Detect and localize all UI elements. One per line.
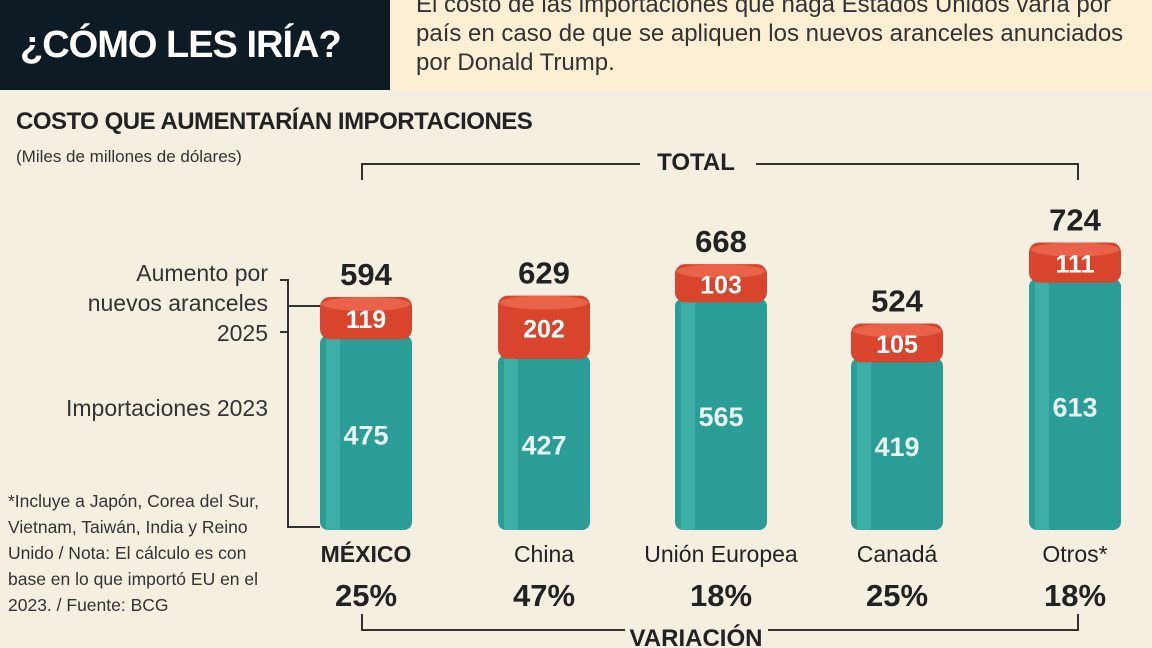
bar-imports [498,354,590,530]
bar-increase-top [500,295,588,310]
bar-increase-top [677,264,765,279]
chart-title: COSTO QUE AUMENTARÍAN IMPORTACIONES [16,108,533,135]
bar-imports-highlight [857,358,871,530]
value-total: 724 [1049,202,1101,237]
bar-imports [851,358,943,530]
value-total: 668 [695,224,747,259]
bar-increase-top [853,323,941,338]
value-increase: 103 [700,271,742,299]
value-increase: 119 [346,306,386,334]
variation-value: 47% [513,578,575,613]
category-label: China [514,541,574,567]
value-total: 524 [871,284,923,319]
value-total: 629 [518,256,570,291]
bar-increase [498,295,590,359]
bar-increase-top [1031,242,1119,257]
footnote: *Incluye a Japón, Corea del Sur, Vietnam… [8,491,259,615]
category-label: Unión Europea [644,541,798,567]
value-imports: 419 [874,432,919,462]
value-imports: 475 [343,421,388,451]
intro-panel: El costo de las importaciones que haga E… [390,0,1152,90]
value-imports: 427 [521,430,566,460]
category-label: Otros* [1042,541,1107,567]
total-bracket [361,163,1079,180]
bar-imports [320,335,412,530]
value-imports: 565 [698,402,743,432]
total-label: TOTAL [657,149,735,176]
bar-imports-highlight [326,335,340,530]
variation-value: 18% [690,578,752,613]
value-increase: 105 [876,331,918,359]
legend-imports: Importaciones 2023 [65,395,268,421]
bar-imports-highlight [681,298,695,530]
intro-text: El costo de las importaciones que haga E… [416,0,1124,76]
bar-imports-highlight [1035,278,1049,530]
chart-subtitle: (Miles de millones de dólares) [16,147,242,166]
bar-imports [675,298,767,530]
bar-increase-top [322,297,410,312]
legend-increase: Aumento por nuevos aranceles 2025 [87,260,268,346]
value-imports: 613 [1052,392,1097,422]
header-title: ¿CÓMO LES IRÍA? [0,0,390,90]
value-increase: 111 [1056,251,1095,279]
value-total: 594 [340,257,392,292]
category-label: MÉXICO [321,540,412,567]
variation-value: 25% [335,578,397,613]
variation-value: 25% [866,578,928,613]
legend-bracket [280,279,320,528]
value-increase: 202 [523,315,565,343]
variation-label: VARIACIÓN [630,624,763,648]
bar-imports [1029,278,1121,530]
bar-imports-highlight [504,354,518,530]
category-label: Canadá [857,541,938,567]
variation-value: 18% [1044,578,1106,613]
variation-bracket [361,614,1079,631]
